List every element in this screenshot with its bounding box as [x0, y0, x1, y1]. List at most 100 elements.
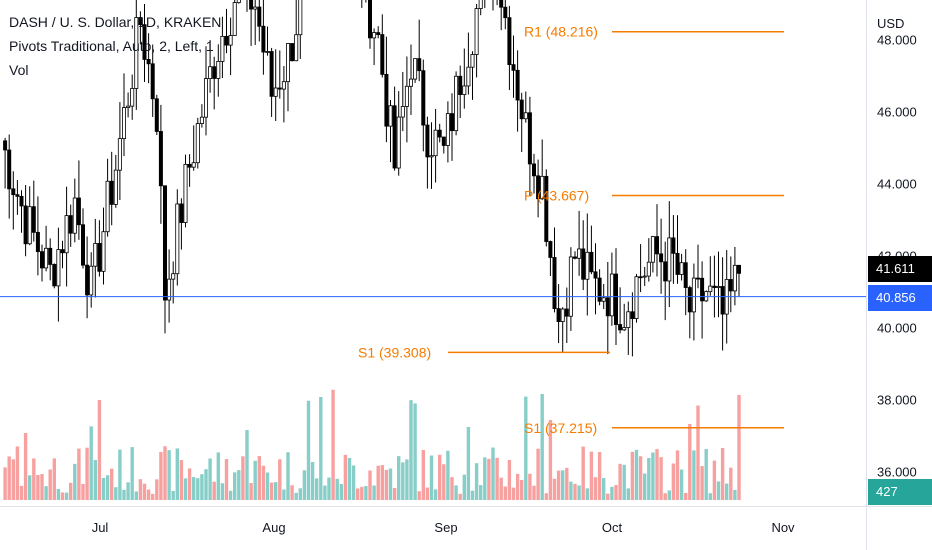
candle — [544, 169, 549, 247]
candle — [130, 74, 135, 120]
volume-bar — [708, 493, 712, 500]
volume-bar — [405, 459, 409, 500]
volume-bar — [257, 456, 261, 500]
x-tick-label: Sep — [434, 520, 457, 535]
volume-bar — [622, 464, 626, 500]
volume-bar — [589, 451, 594, 500]
candle — [737, 264, 742, 297]
candle — [187, 154, 192, 187]
candle — [89, 252, 94, 308]
candle — [40, 244, 45, 282]
candle — [117, 102, 122, 201]
volume-value-tag: 427 — [868, 479, 932, 505]
volume-bar — [216, 452, 220, 500]
candle — [167, 249, 172, 323]
volume-bar — [282, 489, 286, 500]
candle — [195, 117, 200, 169]
candle — [85, 236, 90, 319]
y-tick-label: 40.000 — [877, 321, 917, 336]
time-axis[interactable]: Jul Aug Sep Oct Nov — [92, 520, 795, 535]
crosshair-price-tag: 40.856 — [868, 285, 932, 311]
volume-bar — [438, 454, 442, 500]
volume-bar — [28, 475, 32, 500]
price-axis[interactable]: USD36.00038.00040.00042.00044.00046.0004… — [877, 16, 917, 480]
candle — [496, 0, 498, 6]
candle — [417, 19, 422, 82]
candle — [564, 287, 569, 343]
volume-bar — [323, 485, 327, 500]
volume-bar — [388, 468, 393, 500]
candle — [361, 0, 363, 8]
volume-bar — [40, 473, 44, 500]
volume-bar — [294, 492, 298, 500]
volume-bar — [52, 458, 56, 500]
candle — [552, 227, 557, 313]
volume-bar — [179, 460, 184, 500]
candle — [150, 44, 155, 117]
candle — [68, 204, 73, 247]
volume-bar — [552, 478, 557, 500]
volume-bar — [483, 457, 487, 500]
candle — [700, 261, 705, 339]
chart-legend: DASH / U. S. Dollar, 1D, KRAKEN Pivots T… — [9, 10, 221, 82]
volume-bar — [101, 477, 106, 500]
volume-bar — [212, 481, 216, 500]
volume-bar — [651, 452, 655, 500]
candle — [577, 210, 582, 276]
pivots-indicator-label[interactable]: Pivots Traditional, Auto, 2, Left, 1 — [9, 38, 214, 54]
candle — [536, 159, 541, 218]
candle — [556, 284, 561, 344]
volume-bar — [491, 447, 495, 500]
candle — [19, 190, 24, 233]
volume-bar — [290, 485, 294, 500]
y-tick-label: 44.000 — [877, 177, 917, 192]
candle — [27, 186, 32, 246]
candle — [449, 93, 454, 161]
candle — [646, 238, 651, 282]
volume-bar — [224, 459, 229, 500]
x-tick-label: Aug — [262, 520, 285, 535]
volume-bar — [450, 477, 454, 500]
volume-bar — [274, 482, 278, 500]
volume-bar — [19, 485, 24, 500]
candle — [3, 137, 8, 189]
symbol-title[interactable]: DASH / U. S. Dollar, 1D, KRAKEN — [9, 14, 222, 30]
volume-bar — [606, 493, 610, 500]
volume-bar — [130, 447, 134, 500]
volume-bar — [122, 489, 126, 500]
volume-bar — [335, 478, 339, 500]
candle — [216, 44, 221, 97]
candle — [146, 33, 151, 84]
volume-bar — [675, 450, 680, 500]
volume-bar — [643, 473, 647, 500]
volume-bar — [614, 485, 618, 500]
candle — [597, 269, 602, 306]
candle — [655, 204, 660, 277]
volume-bar — [556, 470, 561, 500]
candle — [474, 4, 479, 78]
volume-bar — [85, 447, 89, 500]
volume-bar — [487, 458, 491, 500]
volume-bar — [581, 446, 585, 500]
volume-bar — [442, 464, 446, 500]
candle — [15, 180, 20, 215]
volume-bar — [630, 451, 635, 500]
candle — [454, 71, 459, 136]
volume-bar — [97, 399, 102, 500]
candle — [532, 153, 537, 194]
currency-label: USD — [877, 16, 904, 31]
candle — [663, 241, 668, 321]
candle — [208, 40, 213, 93]
volume-bar — [151, 493, 155, 500]
volume-bar — [73, 463, 77, 500]
volume-bar — [647, 457, 651, 500]
volume-indicator-label[interactable]: Vol — [9, 62, 29, 78]
candle — [60, 240, 65, 269]
volume-bar — [384, 469, 389, 500]
candle — [236, 0, 241, 4]
candle — [298, 0, 303, 59]
candle — [638, 244, 643, 293]
volume-bar — [725, 483, 729, 500]
